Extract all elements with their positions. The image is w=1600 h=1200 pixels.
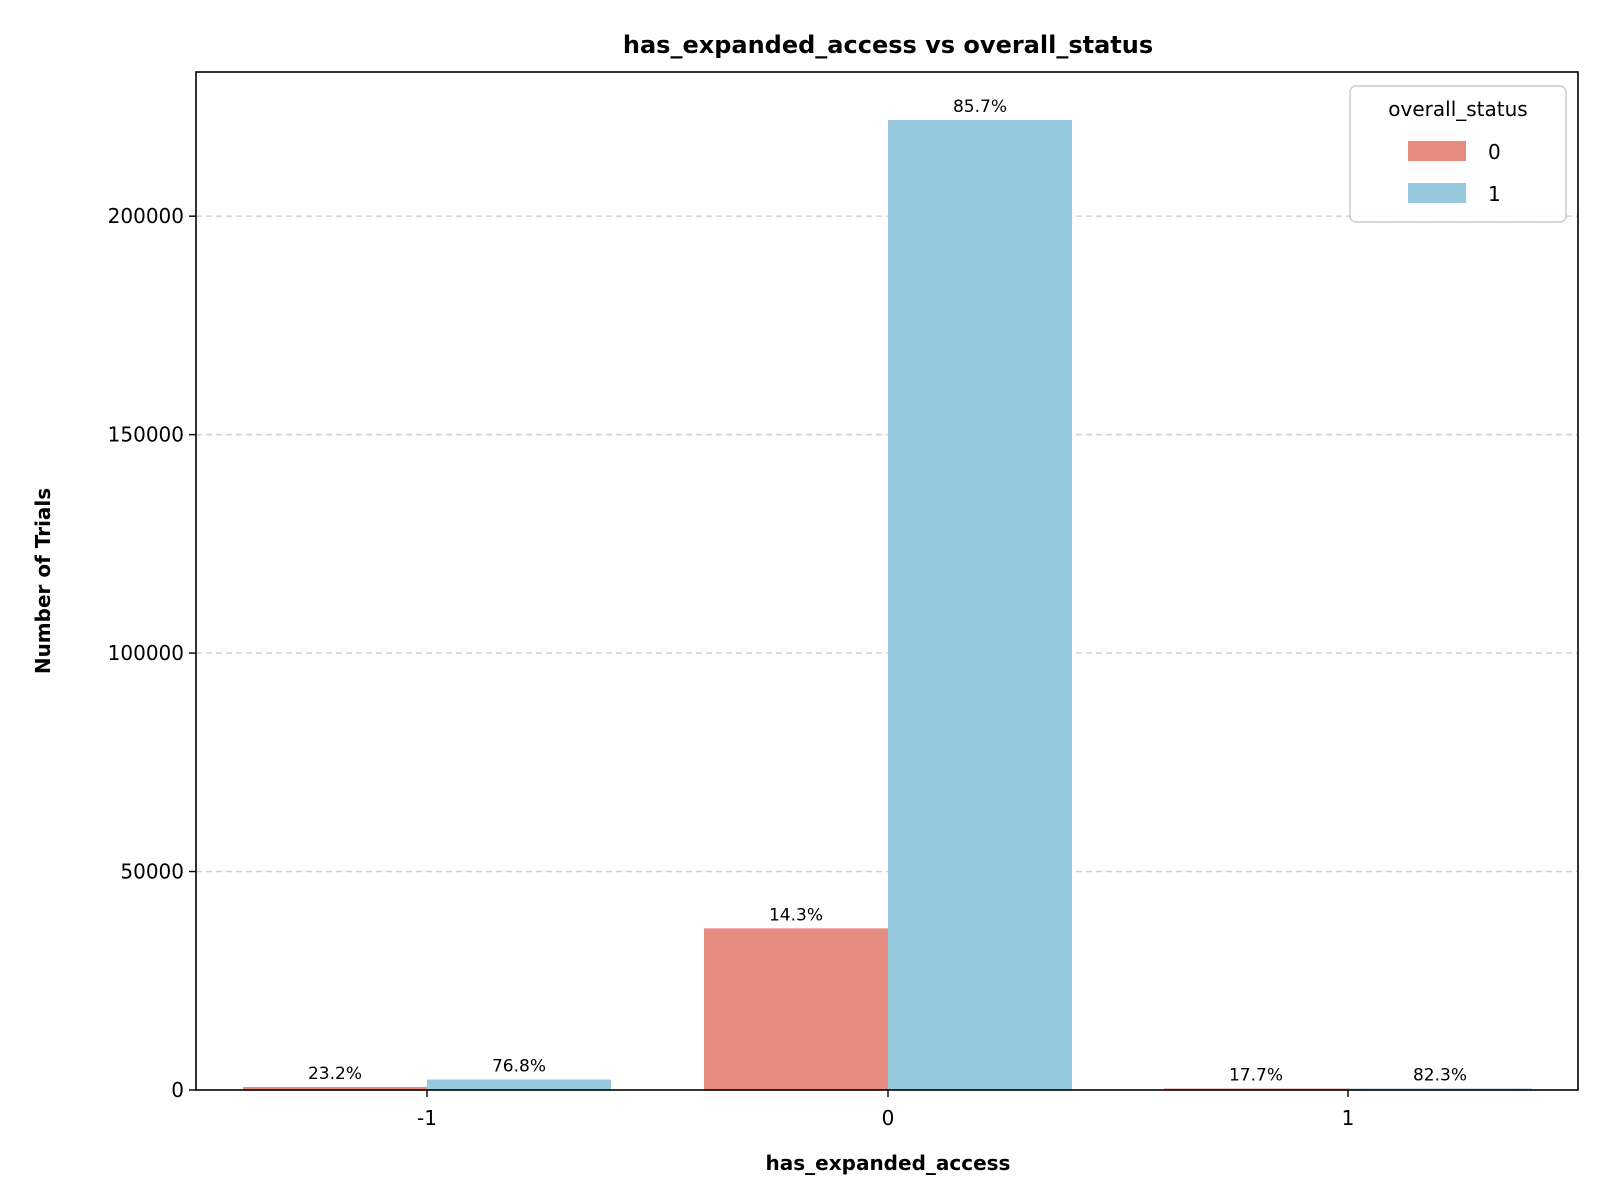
x-tick-label: 0 xyxy=(882,1106,895,1130)
legend: overall_status 0 1 xyxy=(1349,85,1567,223)
y-tick-label: 150000 xyxy=(108,423,184,447)
bar-series-0--1 xyxy=(243,1086,427,1090)
y-axis-ticks: 0 50000 100000 150000 200000 xyxy=(108,204,196,1102)
data-label: 85.7% xyxy=(953,97,1007,117)
y-axis-label: Number of Trials xyxy=(31,488,55,674)
data-labels: 23.2% 14.3% 17.7% 76.8% 85.7% 82.3% xyxy=(308,97,1467,1085)
y-tick-label: 100000 xyxy=(108,641,184,665)
bars xyxy=(243,120,1532,1091)
y-tick-label: 200000 xyxy=(108,204,184,228)
legend-swatch-1 xyxy=(1408,183,1466,203)
y-tick-label: 0 xyxy=(171,1078,184,1102)
data-label: 17.7% xyxy=(1229,1066,1283,1086)
legend-swatch-0 xyxy=(1408,141,1466,161)
bar-series-0-0 xyxy=(704,928,888,1090)
x-axis-ticks: -1 0 1 xyxy=(417,1090,1354,1130)
data-label: 14.3% xyxy=(769,905,823,925)
data-label: 76.8% xyxy=(492,1057,546,1077)
legend-label-1: 1 xyxy=(1488,182,1501,206)
legend-title: overall_status xyxy=(1388,97,1527,121)
grid-lines xyxy=(196,215,1578,873)
plot-area-frame xyxy=(195,71,1579,1091)
legend-label-0: 0 xyxy=(1488,140,1501,164)
x-tick-label: 1 xyxy=(1342,1106,1355,1130)
bar-series-1--1 xyxy=(427,1079,611,1090)
chart-title: has_expanded_access vs overall_status xyxy=(623,31,1153,59)
bar-series-1-0 xyxy=(888,120,1072,1091)
data-label: 23.2% xyxy=(308,1064,362,1084)
data-label: 82.3% xyxy=(1413,1066,1467,1086)
y-tick-label: 50000 xyxy=(120,860,184,884)
x-tick-label: -1 xyxy=(417,1106,437,1130)
x-axis-label: has_expanded_access xyxy=(766,1151,1011,1175)
